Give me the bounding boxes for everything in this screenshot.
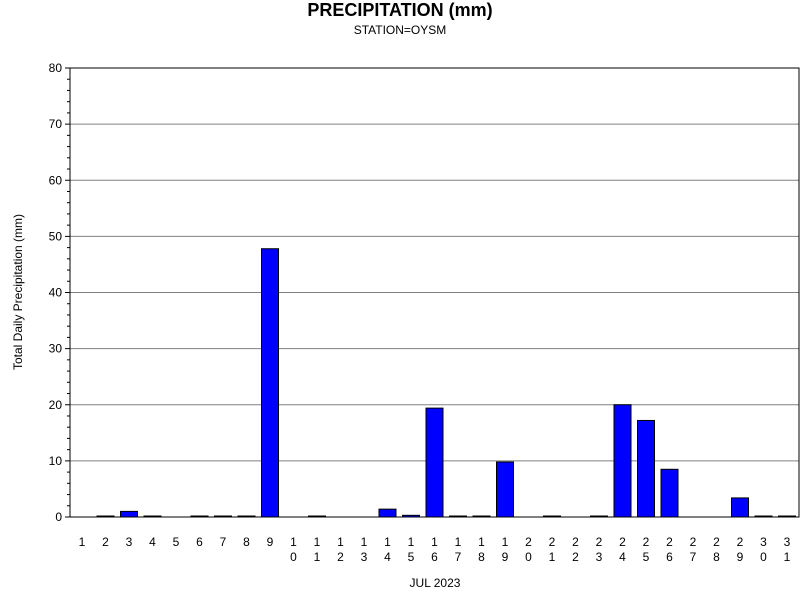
bar: [120, 510, 138, 518]
x-tick-label: 1: [384, 535, 391, 549]
x-tick-label: 8: [478, 550, 485, 564]
x-tick-label: 3: [784, 535, 791, 549]
x-tick-label: 4: [149, 535, 156, 549]
x-tick-label: 2: [713, 535, 720, 549]
x-tick-label: 2: [737, 535, 744, 549]
y-tick-label: 20: [49, 398, 63, 412]
x-tick-label: 9: [267, 535, 274, 549]
chart-title: PRECIPITATION (mm): [307, 0, 493, 20]
x-tick-label: 0: [525, 550, 532, 564]
x-tick-label: 8: [243, 535, 250, 549]
x-tick-label: 9: [737, 550, 744, 564]
x-tick-label: 2: [690, 535, 697, 549]
x-tick-label: 2: [643, 535, 650, 549]
bar: [637, 419, 655, 518]
y-axis-label: Total Daily Precipitation (mm): [11, 214, 25, 370]
x-tick-label: 6: [666, 550, 673, 564]
bar: [660, 468, 679, 518]
x-axis-label: JUL 2023: [410, 576, 461, 590]
y-tick-label: 80: [49, 61, 63, 75]
bar: [425, 407, 444, 518]
x-tick-label: 5: [643, 550, 650, 564]
x-tick-label: 2: [337, 550, 344, 564]
chart-subtitle: STATION=OYSM: [353, 23, 447, 37]
x-tick-label: 9: [502, 550, 509, 564]
bar: [496, 461, 514, 518]
bar: [378, 508, 397, 518]
y-tick-label: 70: [49, 117, 63, 131]
bar: [261, 248, 279, 518]
x-tick-label: 7: [690, 550, 697, 564]
x-tick-label: 1: [408, 535, 415, 549]
x-tick-label: 0: [760, 550, 767, 564]
x-tick-label: 2: [596, 535, 603, 549]
x-tick-label: 1: [361, 535, 368, 549]
x-tick-label: 2: [619, 535, 626, 549]
bar: [731, 497, 749, 518]
x-tick-label: 1: [549, 550, 556, 564]
x-tick-label: 1: [314, 535, 321, 549]
x-tick-label: 1: [455, 535, 462, 549]
x-tick-label: 1: [431, 535, 438, 549]
x-tick-label: 8: [713, 550, 720, 564]
bars: [96, 248, 796, 518]
x-tick-label: 6: [196, 535, 203, 549]
x-tick-label: 1: [502, 535, 509, 549]
x-tick-label: 4: [384, 550, 391, 564]
y-tick-label: 10: [49, 454, 63, 468]
y-tick-label: 30: [49, 342, 63, 356]
y-tick-label: 0: [55, 510, 62, 524]
x-tick-label: 1: [337, 535, 344, 549]
y-tick-label: 50: [49, 229, 63, 243]
bar: [613, 404, 632, 518]
x-tick-label: 2: [549, 535, 556, 549]
x-tick-label: 2: [572, 550, 579, 564]
y-tick-label: 60: [49, 173, 63, 187]
x-tick-label: 6: [431, 550, 438, 564]
x-tick-label: 3: [760, 535, 767, 549]
x-tick-label: 5: [408, 550, 415, 564]
x-tick-label: 2: [666, 535, 673, 549]
x-tick-label: 2: [102, 535, 109, 549]
x-tick-label: 5: [173, 535, 180, 549]
x-tick-label: 3: [596, 550, 603, 564]
x-tick-label: 3: [126, 535, 133, 549]
x-tick-label: 1: [314, 550, 321, 564]
x-tick-label: 1: [784, 550, 791, 564]
x-tick-label: 0: [290, 550, 297, 564]
x-tick-label: 7: [220, 535, 227, 549]
gridlines: [70, 67, 799, 462]
x-tick-label: 1: [478, 535, 485, 549]
x-tick-label: 2: [525, 535, 532, 549]
y-tick-label: 40: [49, 286, 63, 300]
x-tick-label: 1: [79, 535, 86, 549]
x-tick-label: 3: [361, 550, 368, 564]
x-tick-label: 1: [290, 535, 297, 549]
x-tick-label: 4: [619, 550, 626, 564]
x-tick-label: 7: [455, 550, 462, 564]
x-tick-label: 2: [572, 535, 579, 549]
